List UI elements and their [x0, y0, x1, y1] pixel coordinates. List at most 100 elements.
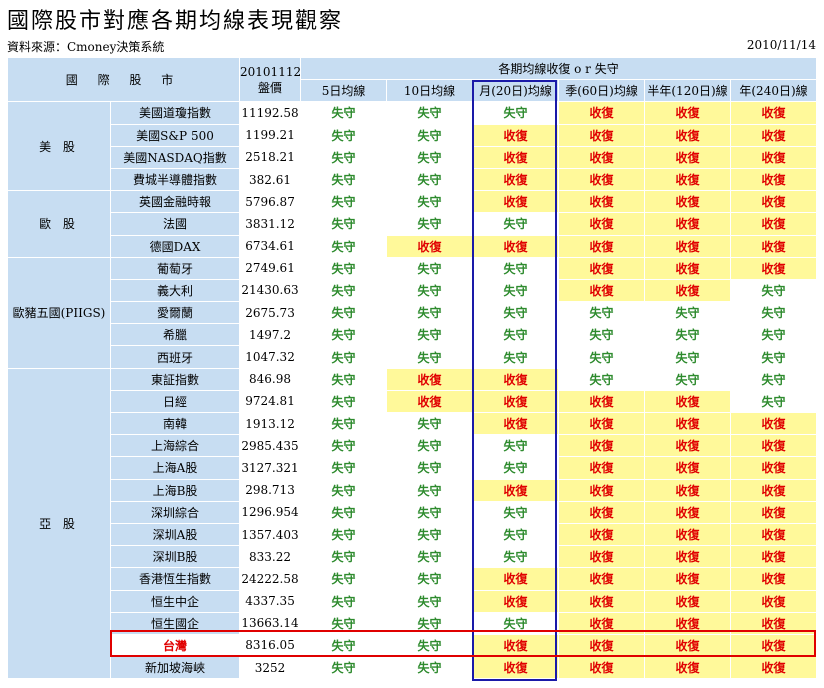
- index-name: 深圳A股: [109, 522, 241, 547]
- ma-status-cell: 收復: [730, 190, 818, 214]
- ma-status-cell: 收復: [730, 478, 818, 502]
- index-name: 東証指數: [109, 367, 241, 391]
- ma-status-cell: 收復: [472, 167, 560, 192]
- table-row: 深圳A股 1357.403 失守 失守 失守 收復 收復 收復: [8, 522, 818, 547]
- ma-status-cell: 收復: [558, 611, 646, 635]
- ma-status-cell: 失守: [730, 389, 818, 414]
- ma-status-cell: 失守: [730, 345, 818, 369]
- ma-status-cell: 失守: [730, 278, 818, 303]
- ma-status-cell: 收復: [558, 256, 646, 280]
- ma-status-cell: 收復: [644, 478, 732, 502]
- ma-status-cell: 收復: [558, 278, 646, 303]
- close-price: 5796.87: [239, 190, 302, 214]
- ma-status-cell: 收復: [558, 656, 646, 680]
- ma-status-cell: 失守: [300, 545, 388, 569]
- ma-status-cell: 失守: [386, 256, 474, 280]
- table-row: 日經 9724.81 失守 收復 收復 收復 收復 失守: [8, 389, 818, 414]
- ma-status-cell: 收復: [558, 567, 646, 591]
- header-ma-240: 年(240日)線: [730, 79, 818, 103]
- ma-status-cell: 失守: [386, 522, 474, 547]
- ma-status-cell: 收復: [558, 167, 646, 192]
- table-row: 西班牙 1047.32 失守 失守 失守 失守 失守 失守: [8, 345, 818, 369]
- ma-status-cell: 收復: [730, 456, 818, 480]
- ma-status-cell: 收復: [644, 567, 732, 591]
- ma-status-cell: 收復: [730, 434, 818, 458]
- ma-status-cell: 失守: [386, 278, 474, 303]
- ma-status-cell: 收復: [472, 234, 560, 258]
- ma-status-cell: 收復: [644, 234, 732, 258]
- ma-status-cell: 失守: [300, 522, 388, 547]
- ma-status-cell: 失守: [386, 345, 474, 369]
- ma-status-cell: 收復: [730, 545, 818, 569]
- table-row: 歐豬五國(PIIGS) 葡萄牙 2749.61 失守 失守 失守 收復 收復 收復: [7, 256, 818, 369]
- table-row: 希臘 1497.2 失守 失守 失守 失守 失守 失守: [8, 323, 818, 347]
- ma-status-cell: 收復: [558, 411, 646, 436]
- close-price: 21430.63: [239, 278, 302, 303]
- table-row: 深圳綜合 1296.954 失守 失守 失守 收復 收復 收復: [8, 500, 818, 524]
- ma-status-cell: 收復: [558, 545, 646, 569]
- ma-status-cell: 失守: [472, 101, 560, 125]
- ma-status-cell: 失守: [558, 323, 646, 347]
- ma-status-cell: 失守: [386, 589, 474, 613]
- index-name: 法國: [109, 212, 241, 236]
- ma-status-cell: 收復: [472, 567, 560, 591]
- ma-status-cell: 收復: [644, 145, 732, 169]
- ma-status-cell: 失守: [386, 301, 474, 325]
- header-ma-20: 月(20日)均線: [472, 79, 560, 103]
- ma-status-cell: 收復: [558, 589, 646, 613]
- ma-status-cell: 失守: [300, 256, 388, 280]
- close-price: 3127.321: [239, 456, 302, 480]
- close-price: 13663.14: [239, 611, 302, 635]
- header-ma-10: 10日均線: [386, 79, 474, 103]
- table-row: 美國NASDAQ指數 2518.21 失守 失守 收復 收復 收復 收復: [8, 145, 818, 169]
- ma-status-cell: 失守: [386, 167, 474, 192]
- ma-status-cell: 失守: [300, 478, 388, 502]
- table-row: 法國 3831.12 失守 失守 失守 收復 收復 收復: [8, 212, 818, 236]
- close-price: 2675.73: [239, 301, 302, 325]
- table-row: 上海B股 298.713 失守 失守 收復 收復 收復 收復: [8, 478, 818, 502]
- close-price: 3252: [239, 656, 302, 680]
- ma-status-cell: 收復: [472, 656, 560, 680]
- ma-status-cell: 收復: [386, 234, 474, 258]
- ma-status-cell: 收復: [558, 389, 646, 414]
- close-price: 846.98: [239, 367, 302, 391]
- close-price: 8316.05: [239, 633, 302, 658]
- ma-status-cell: 失守: [300, 411, 388, 436]
- ma-status-cell: 失守: [386, 500, 474, 524]
- ma-status-cell: 失守: [300, 234, 388, 258]
- ma-status-cell: 收復: [644, 389, 732, 414]
- ma-status-cell: 失守: [300, 611, 388, 635]
- header-close: 20101112收盤價: [239, 56, 302, 103]
- ma-status-cell: 失守: [472, 301, 560, 325]
- ma-status-cell: 收復: [558, 633, 646, 658]
- table-row: 恒生國企 13663.14 失守 失守 失守 收復 收復 收復: [8, 611, 818, 635]
- close-price: 382.61: [239, 167, 302, 192]
- page-title: 國際股市對應各期均線表現觀察: [7, 9, 344, 34]
- header-ma-group: 各期均線收復 o r 失守: [300, 56, 818, 81]
- ma-status-cell: 失守: [386, 567, 474, 591]
- ma-status-cell: 收復: [730, 633, 818, 658]
- ma-status-cell: 收復: [472, 145, 560, 169]
- ma-status-cell: 收復: [730, 101, 818, 125]
- close-price: 1296.954: [239, 500, 302, 524]
- index-name: 葡萄牙: [109, 256, 241, 280]
- index-name: 希臘: [109, 323, 241, 347]
- ma-status-cell: 收復: [730, 123, 818, 147]
- table-row: 美國S&P 500 1199.21 失守 失守 收復 收復 收復 收復: [8, 123, 818, 147]
- ma-status-cell: 失守: [300, 345, 388, 369]
- table-row: 上海綜合 2985.435 失守 失守 失守 收復 收復 收復: [8, 434, 818, 458]
- ma-status-cell: 失守: [558, 367, 646, 391]
- index-name: 美國S&P 500: [109, 123, 241, 147]
- ma-status-cell: 收復: [644, 212, 732, 236]
- index-name: 愛爾蘭: [109, 301, 241, 325]
- ma-status-cell: 失守: [386, 212, 474, 236]
- ma-status-cell: 收復: [730, 167, 818, 192]
- ma-status-cell: 失守: [644, 345, 732, 369]
- ma-status-cell: 收復: [644, 411, 732, 436]
- ma-status-cell: 失守: [300, 123, 388, 147]
- ma-status-cell: 失守: [300, 167, 388, 192]
- ma-status-cell: 失守: [472, 522, 560, 547]
- table-row: 愛爾蘭 2675.73 失守 失守 失守 失守 失守 失守: [8, 301, 818, 325]
- close-price: 1199.21: [239, 123, 302, 147]
- close-price: 3831.12: [239, 212, 302, 236]
